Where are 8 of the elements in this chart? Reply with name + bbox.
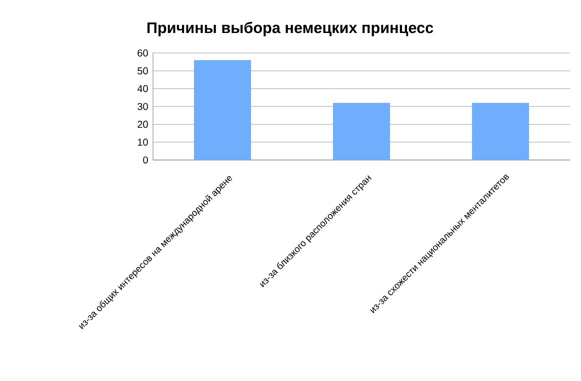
y-tick-label: 10 bbox=[138, 138, 148, 146]
chart-title: Причины выбора немецких принцесс bbox=[147, 22, 434, 36]
y-tick-label: 60 bbox=[138, 49, 148, 57]
y-tick-label: 40 bbox=[137, 85, 148, 92]
y-tick-label: 0 bbox=[143, 156, 148, 164]
y-tick-label: 30 bbox=[138, 102, 148, 110]
y-tick-label: 50 bbox=[138, 67, 148, 74]
y-tick-label: 20 bbox=[138, 120, 148, 128]
